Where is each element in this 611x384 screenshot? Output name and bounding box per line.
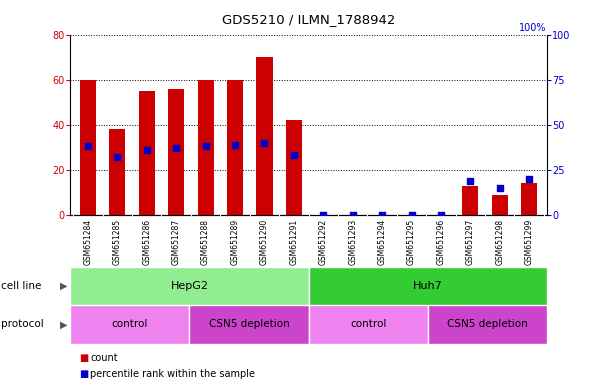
Text: GSM651288: GSM651288 <box>201 219 210 265</box>
Text: CSN5 depletion: CSN5 depletion <box>208 319 290 329</box>
Text: GSM651295: GSM651295 <box>407 219 416 265</box>
Text: GSM651289: GSM651289 <box>230 219 240 265</box>
Point <box>495 185 505 191</box>
Text: GSM651285: GSM651285 <box>113 219 122 265</box>
Bar <box>139 91 155 215</box>
Bar <box>257 57 273 215</box>
Text: GSM651298: GSM651298 <box>496 219 504 265</box>
Text: GSM651297: GSM651297 <box>466 219 475 265</box>
Text: CSN5 depletion: CSN5 depletion <box>447 319 528 329</box>
Text: GSM651291: GSM651291 <box>290 219 298 265</box>
Bar <box>189 305 309 344</box>
Text: GSM651292: GSM651292 <box>319 219 327 265</box>
Bar <box>80 80 96 215</box>
Text: 100%: 100% <box>519 23 547 33</box>
Text: ▶: ▶ <box>60 281 67 291</box>
Point <box>436 212 446 218</box>
Bar <box>463 186 478 215</box>
Point <box>466 178 475 184</box>
Text: ■: ■ <box>79 369 89 379</box>
Text: ▶: ▶ <box>60 319 67 329</box>
Text: count: count <box>90 353 118 363</box>
Text: GSM651294: GSM651294 <box>378 219 387 265</box>
Text: HepG2: HepG2 <box>170 281 208 291</box>
Bar <box>70 267 309 305</box>
Point <box>112 154 122 161</box>
Text: protocol: protocol <box>1 319 44 329</box>
Point <box>318 212 328 218</box>
Bar <box>309 267 547 305</box>
Text: GSM651290: GSM651290 <box>260 219 269 265</box>
Point <box>377 212 387 218</box>
Point <box>83 143 93 149</box>
Bar <box>428 305 547 344</box>
Text: cell line: cell line <box>1 281 42 291</box>
Bar <box>309 305 428 344</box>
Bar <box>109 129 125 215</box>
Point <box>348 212 357 218</box>
Text: control: control <box>350 319 386 329</box>
Bar <box>521 184 537 215</box>
Point <box>524 176 534 182</box>
Text: GSM651293: GSM651293 <box>348 219 357 265</box>
Bar <box>227 80 243 215</box>
Bar <box>197 80 214 215</box>
Point <box>289 152 299 159</box>
Text: GSM651286: GSM651286 <box>142 219 152 265</box>
Point <box>200 143 210 149</box>
Bar <box>168 89 185 215</box>
Text: percentile rank within the sample: percentile rank within the sample <box>90 369 255 379</box>
Bar <box>286 120 302 215</box>
Text: ■: ■ <box>79 353 89 363</box>
Point <box>142 147 152 153</box>
Bar <box>70 305 189 344</box>
Text: Huh7: Huh7 <box>413 281 442 291</box>
Text: GDS5210 / ILMN_1788942: GDS5210 / ILMN_1788942 <box>222 13 395 26</box>
Bar <box>492 195 508 215</box>
Point <box>230 142 240 148</box>
Text: control: control <box>112 319 148 329</box>
Text: GSM651287: GSM651287 <box>172 219 181 265</box>
Text: GSM651284: GSM651284 <box>84 219 92 265</box>
Point <box>260 140 269 146</box>
Text: GSM651299: GSM651299 <box>525 219 533 265</box>
Text: GSM651296: GSM651296 <box>436 219 445 265</box>
Point <box>407 212 417 218</box>
Point <box>171 145 181 151</box>
